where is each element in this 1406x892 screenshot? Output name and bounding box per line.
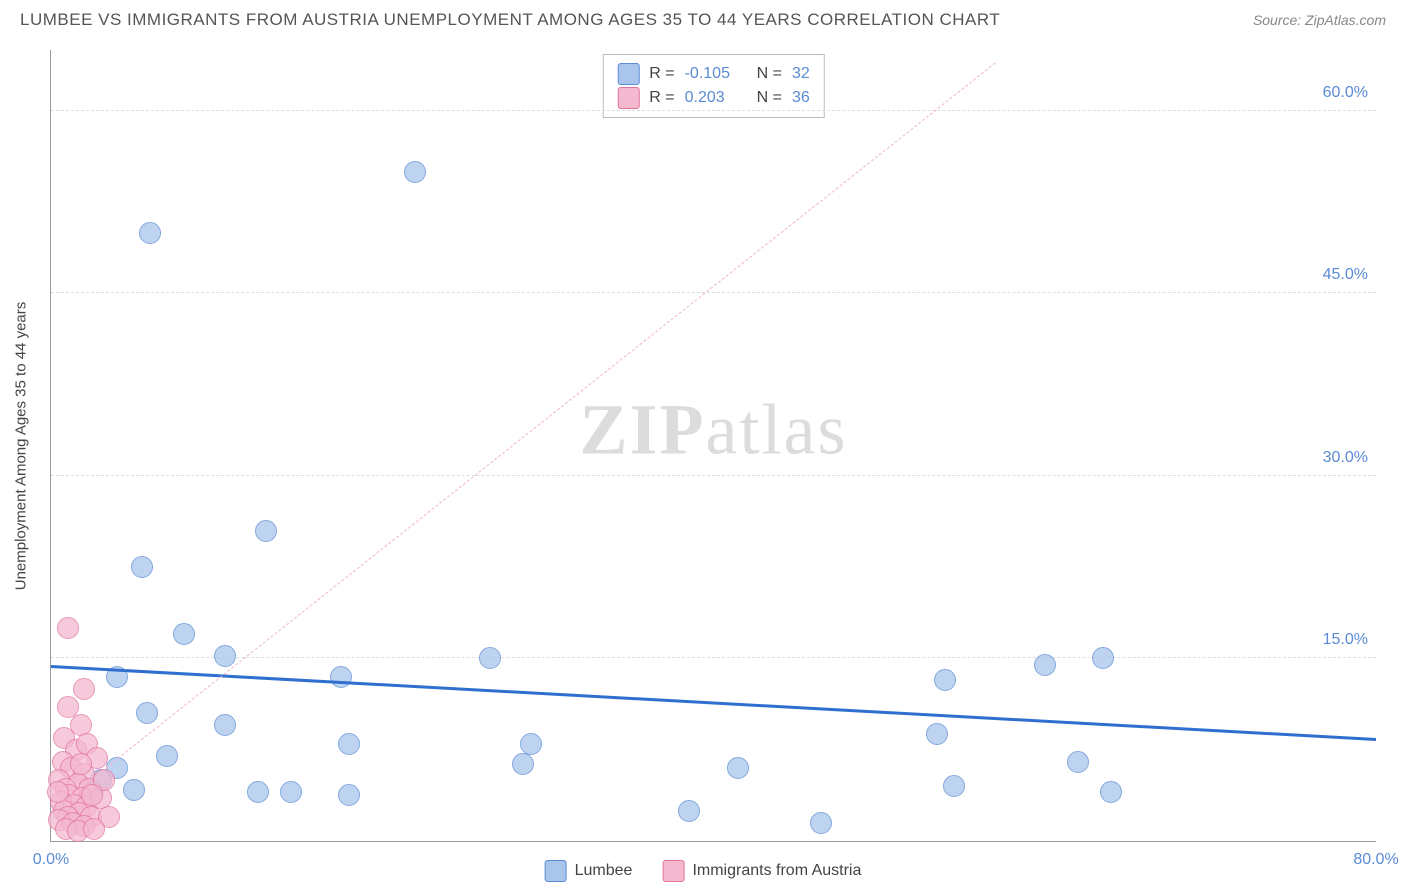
stats-row: R = -0.105 N = 32 <box>617 63 809 85</box>
data-point <box>81 784 103 806</box>
stats-n-value: 36 <box>792 89 810 107</box>
data-point <box>214 645 236 667</box>
source-attribution: Source: ZipAtlas.com <box>1253 12 1386 28</box>
chart-container: Unemployment Among Ages 35 to 44 years Z… <box>50 50 1376 842</box>
data-point <box>70 753 92 775</box>
legend-item: Immigrants from Austria <box>662 860 861 882</box>
legend-label: Immigrants from Austria <box>692 862 861 880</box>
data-point <box>57 617 79 639</box>
stats-r-label: R = <box>649 89 674 107</box>
stats-r-value: 0.203 <box>685 89 747 107</box>
gridline <box>51 110 1376 111</box>
stats-n-label: N = <box>757 89 782 107</box>
data-point <box>727 757 749 779</box>
legend-item: Lumbee <box>545 860 633 882</box>
data-point <box>520 733 542 755</box>
data-point <box>255 520 277 542</box>
data-point <box>943 775 965 797</box>
stats-n-label: N = <box>757 65 782 83</box>
stats-row: R = 0.203 N = 36 <box>617 87 809 109</box>
gridline <box>51 292 1376 293</box>
stats-n-value: 32 <box>792 65 810 83</box>
data-point <box>1034 654 1056 676</box>
legend-label: Lumbee <box>575 862 633 880</box>
data-point <box>131 556 153 578</box>
x-tick-label: 0.0% <box>33 851 69 869</box>
chart-title: LUMBEE VS IMMIGRANTS FROM AUSTRIA UNEMPL… <box>20 10 1000 30</box>
data-point <box>83 818 105 840</box>
data-point <box>247 781 269 803</box>
plot-area: Unemployment Among Ages 35 to 44 years Z… <box>50 50 1376 842</box>
series-legend: Lumbee Immigrants from Austria <box>545 860 862 882</box>
data-point <box>156 745 178 767</box>
trend-line <box>51 62 996 811</box>
data-point <box>934 669 956 691</box>
data-point <box>1100 781 1122 803</box>
data-point <box>512 753 534 775</box>
data-point <box>479 647 501 669</box>
data-point <box>173 623 195 645</box>
legend-swatch <box>545 860 567 882</box>
trend-line <box>51 665 1376 741</box>
legend-swatch <box>617 63 639 85</box>
data-point <box>214 714 236 736</box>
legend-swatch <box>617 87 639 109</box>
legend-swatch <box>662 860 684 882</box>
y-axis-label: Unemployment Among Ages 35 to 44 years <box>13 301 30 590</box>
gridline <box>51 657 1376 658</box>
data-point <box>123 779 145 801</box>
data-point <box>338 784 360 806</box>
data-point <box>1067 751 1089 773</box>
x-tick-label: 80.0% <box>1353 851 1398 869</box>
y-tick-label: 45.0% <box>1323 266 1368 284</box>
data-point <box>678 800 700 822</box>
stats-legend: R = -0.105 N = 32 R = 0.203 N = 36 <box>602 54 824 118</box>
stats-r-label: R = <box>649 65 674 83</box>
data-point <box>404 161 426 183</box>
data-point <box>139 222 161 244</box>
gridline <box>51 475 1376 476</box>
watermark-atlas: atlas <box>706 389 848 469</box>
data-point <box>338 733 360 755</box>
data-point <box>1092 647 1114 669</box>
watermark-zip: ZIP <box>580 389 706 469</box>
stats-r-value: -0.105 <box>685 65 747 83</box>
y-tick-label: 60.0% <box>1323 84 1368 102</box>
data-point <box>280 781 302 803</box>
data-point <box>73 678 95 700</box>
data-point <box>926 723 948 745</box>
y-tick-label: 15.0% <box>1323 631 1368 649</box>
watermark: ZIPatlas <box>580 388 848 471</box>
data-point <box>810 812 832 834</box>
y-tick-label: 30.0% <box>1323 449 1368 467</box>
data-point <box>136 702 158 724</box>
